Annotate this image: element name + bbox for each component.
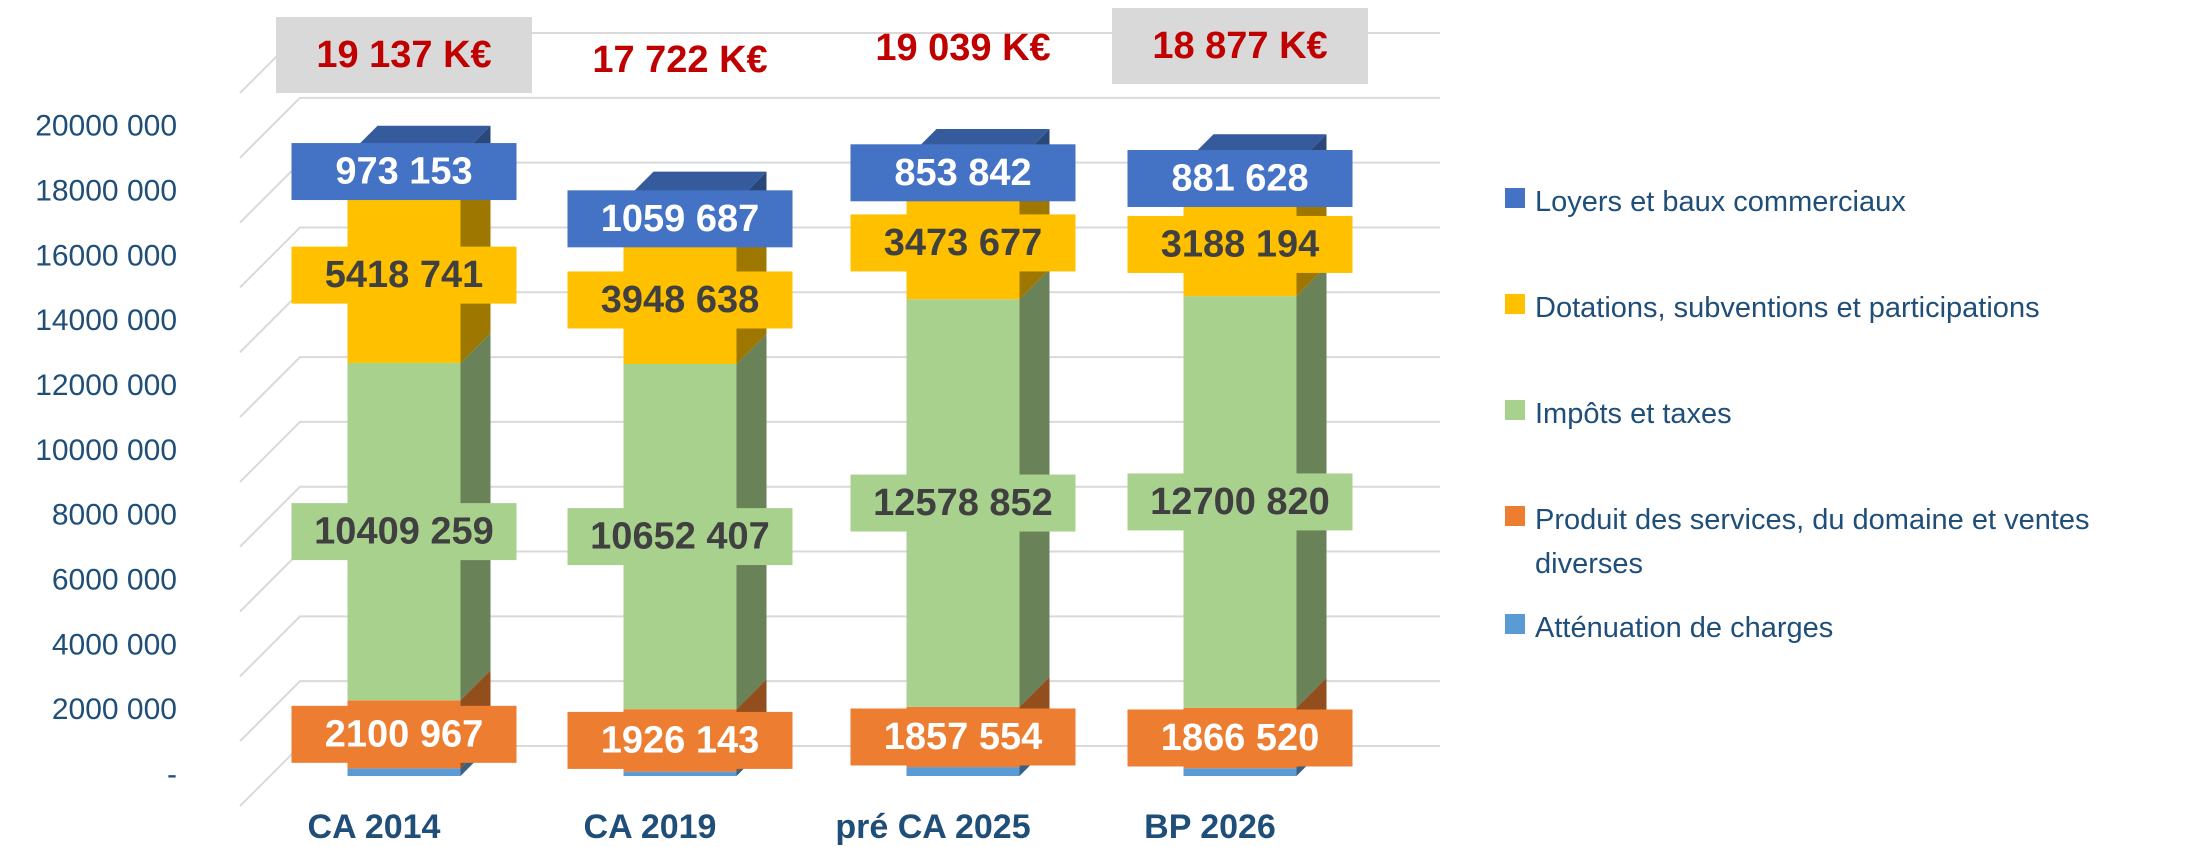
value-label: 973 153 (335, 151, 472, 193)
value-label: 5418 741 (325, 254, 484, 296)
legend-item: Impôts et taxes (1505, 392, 2205, 436)
bar-front (623, 771, 737, 776)
x-tick-label: BP 2026 (1144, 808, 1276, 846)
y-tick-label: 8000 000 (52, 499, 177, 532)
bar-front (1183, 768, 1297, 776)
legend-swatch (1505, 614, 1525, 634)
y-tick-label: 18000 000 (35, 175, 177, 208)
y-tick-label: 14000 000 (35, 304, 177, 337)
x-tick-label: CA 2014 (308, 808, 441, 846)
value-label: 12700 820 (1150, 481, 1330, 523)
legend-item: Atténuation de charges (1505, 606, 2205, 650)
total-label: 19 137 K€ (316, 34, 491, 76)
grid-line (239, 356, 1440, 418)
value-label: 3948 638 (601, 279, 760, 321)
label-box (1127, 709, 1353, 767)
y-tick-label: 16000 000 (35, 239, 177, 272)
value-label: 881 628 (1171, 158, 1308, 200)
label-box (567, 271, 793, 329)
label-box (850, 474, 1076, 532)
bar-front (906, 767, 1020, 776)
label-box (291, 143, 517, 201)
legend-label: Dotations, subventions et participations (1535, 292, 2040, 324)
value-label: 1857 554 (884, 716, 1043, 758)
legend-swatch (1505, 294, 1525, 314)
label-box (567, 711, 793, 769)
grid-line (239, 615, 1440, 678)
y-tick-label: 20000 000 (35, 110, 177, 143)
y-tick-label: 2000 000 (52, 693, 177, 726)
y-tick-label: 10000 000 (35, 434, 177, 467)
value-label: 3188 194 (1161, 223, 1320, 265)
label-box (850, 144, 1076, 202)
x-tick-label: CA 2019 (584, 808, 717, 846)
label-box (291, 503, 517, 561)
value-label: 10652 407 (590, 516, 770, 558)
total-box (276, 17, 532, 93)
label-box (291, 246, 517, 304)
legend-label: Produit des services, du domaine et vent… (1535, 504, 2090, 580)
grid-line (239, 680, 1440, 742)
total-box (1112, 8, 1368, 84)
legend-swatch (1505, 506, 1525, 526)
legend-item: Produit des services, du domaine et vent… (1505, 498, 2205, 586)
grid-line (239, 420, 1440, 483)
y-tick-label: 12000 000 (35, 369, 177, 402)
value-label: 1926 143 (601, 719, 760, 761)
chart: - 2000 000 4000 000 6000 000 8000 000 10000 0… (35, 8, 1440, 846)
x-tick-label: pré CA 2025 (835, 808, 1030, 846)
y-tick-label: 6000 000 (52, 563, 177, 596)
legend-label: Atténuation de charges (1535, 612, 1834, 644)
grid-line (239, 96, 1440, 159)
legend-item: Dotations, subventions et participations (1505, 286, 2205, 330)
value-label: 1059 687 (601, 198, 760, 240)
y-tick-label: 4000 000 (52, 628, 177, 661)
label-box (1127, 149, 1353, 207)
total-label: 19 039 K€ (875, 27, 1050, 69)
legend-label: Loyers et baux commerciaux (1535, 186, 1906, 218)
value-label: 3473 677 (884, 222, 1043, 264)
value-label: 1866 520 (1161, 717, 1320, 759)
value-label: 853 842 (894, 152, 1031, 194)
label-box (850, 214, 1076, 272)
legend-item: Loyers et baux commerciaux (1505, 180, 2205, 224)
y-tick-label: - (167, 758, 177, 791)
total-label: 17 722 K€ (592, 39, 767, 81)
total-label: 18 877 K€ (1152, 25, 1327, 67)
bar-front (347, 768, 461, 776)
value-label: 2100 967 (325, 713, 484, 755)
label-box (291, 705, 517, 763)
label-box (567, 508, 793, 566)
legend-label: Impôts et taxes (1535, 398, 1732, 430)
label-box (1127, 473, 1353, 531)
label-box (850, 708, 1076, 766)
label-box (567, 190, 793, 248)
legend-swatch (1505, 400, 1525, 420)
label-box (1127, 215, 1353, 273)
legend-swatch (1505, 188, 1525, 208)
value-label: 12578 852 (873, 482, 1053, 524)
value-label: 10409 259 (314, 511, 494, 553)
